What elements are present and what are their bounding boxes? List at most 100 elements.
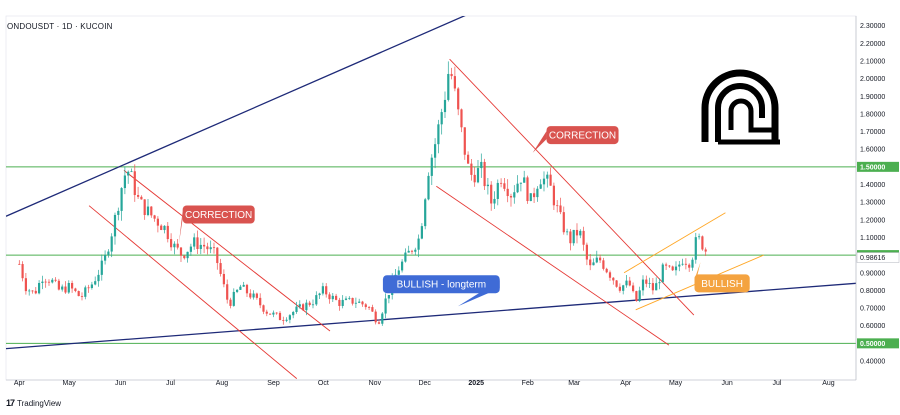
candle-body: [295, 306, 298, 312]
candle-body: [701, 236, 704, 250]
candle-body: [282, 320, 285, 321]
candle-body: [678, 264, 681, 267]
candle-body: [361, 301, 364, 305]
candle-body: [156, 218, 159, 226]
candle-body: [229, 299, 232, 306]
time-axis-tick-label: Jun: [115, 380, 126, 387]
candle-body: [74, 288, 77, 292]
candle-body: [120, 188, 123, 211]
price-axis-tick-label: 0.40000: [860, 359, 885, 366]
candle-body: [358, 301, 361, 303]
candle-body: [169, 239, 173, 248]
candle-body: [556, 205, 559, 207]
candle-body: [232, 291, 235, 306]
price-axis-tick-label: 2.30000: [860, 23, 885, 30]
symbol-title: ONDOUSDT · 1D · KUCOIN: [7, 22, 113, 31]
candle-body: [407, 250, 410, 253]
candle-body: [262, 305, 265, 312]
candle-body: [183, 255, 186, 259]
candle-body: [278, 312, 282, 321]
candle-body: [367, 307, 371, 308]
trendline-upper-resistance: [6, 16, 466, 217]
candle-body: [585, 244, 588, 260]
annotation-pointer-0: [178, 210, 183, 245]
trendline-correction1-lower: [88, 205, 298, 379]
candle-body: [143, 199, 146, 216]
candle-body: [542, 178, 546, 185]
candle-body: [466, 154, 470, 164]
candle-body: [371, 307, 374, 312]
candle-body: [589, 259, 592, 266]
time-axis-tick-label: May: [669, 380, 683, 387]
time-axis-tick-label: May: [63, 380, 77, 387]
candle-body: [321, 286, 324, 294]
candle-body: [308, 302, 311, 306]
candle-body: [565, 231, 569, 233]
candle-body: [84, 287, 87, 297]
candle-body: [523, 177, 526, 183]
key-level-tag-2: [857, 338, 899, 349]
candle-body: [226, 284, 229, 300]
candle-body: [404, 252, 407, 262]
candle-body: [635, 291, 638, 302]
candle-body: [480, 161, 483, 169]
candle-body: [344, 298, 348, 300]
candle-body: [437, 124, 440, 145]
candle-body: [374, 311, 377, 323]
candle-body: [136, 195, 140, 197]
candle-body: [549, 174, 552, 186]
price-axis-tick-label: 1.30000: [860, 200, 885, 207]
candle-body: [499, 182, 503, 184]
candle-body: [463, 127, 466, 155]
candle-body: [503, 183, 506, 189]
candle-body: [28, 290, 31, 292]
candle-body: [146, 206, 150, 216]
candle-body: [387, 294, 390, 299]
candle-body: [328, 294, 331, 300]
candle-body: [292, 311, 295, 316]
annotation-box-3: [694, 274, 750, 293]
candle-body: [212, 247, 216, 249]
candle-body: [364, 304, 367, 308]
price-axis-tick-label: 1.80000: [860, 111, 885, 118]
candle-body: [331, 295, 334, 300]
candle-body: [582, 230, 585, 245]
candle-body: [506, 188, 509, 197]
candle-body: [272, 312, 275, 315]
logo-arc-inner: [728, 98, 776, 133]
candle-body: [420, 226, 423, 239]
time-axis-tick-label: Aug: [216, 380, 229, 387]
last-price-tag: [856, 252, 900, 263]
candle-body: [384, 298, 387, 314]
candle-body: [516, 183, 519, 193]
price-axis-tick-label: 1.20000: [860, 217, 885, 224]
candle-body: [546, 174, 549, 179]
time-axis-tick-label: Jun: [721, 380, 732, 387]
candle-body: [440, 112, 443, 125]
candle-body: [532, 193, 536, 198]
candle-body: [668, 265, 671, 267]
candle-body: [242, 284, 245, 287]
candle-body: [473, 174, 476, 183]
candle-body: [674, 266, 678, 271]
candle-body: [255, 293, 258, 298]
candle-body: [305, 302, 308, 311]
price-axis-tick-label: 1.60000: [860, 147, 885, 154]
candle-body: [179, 247, 183, 256]
candle-body: [311, 304, 315, 306]
annotation-pointer-1: [532, 131, 547, 153]
candle-body: [80, 296, 84, 297]
time-axis-tick-label: Mar: [568, 380, 581, 387]
candle-body: [315, 295, 318, 305]
candle-body: [268, 313, 272, 315]
candle-body: [338, 299, 341, 306]
price-axis-tick-label: 0.80000: [860, 288, 885, 295]
candle-body: [539, 184, 542, 189]
candle-body: [160, 225, 163, 231]
candle-body: [381, 313, 384, 324]
candle-body: [424, 199, 427, 227]
candle-body: [430, 157, 433, 176]
candle-body: [341, 299, 344, 306]
